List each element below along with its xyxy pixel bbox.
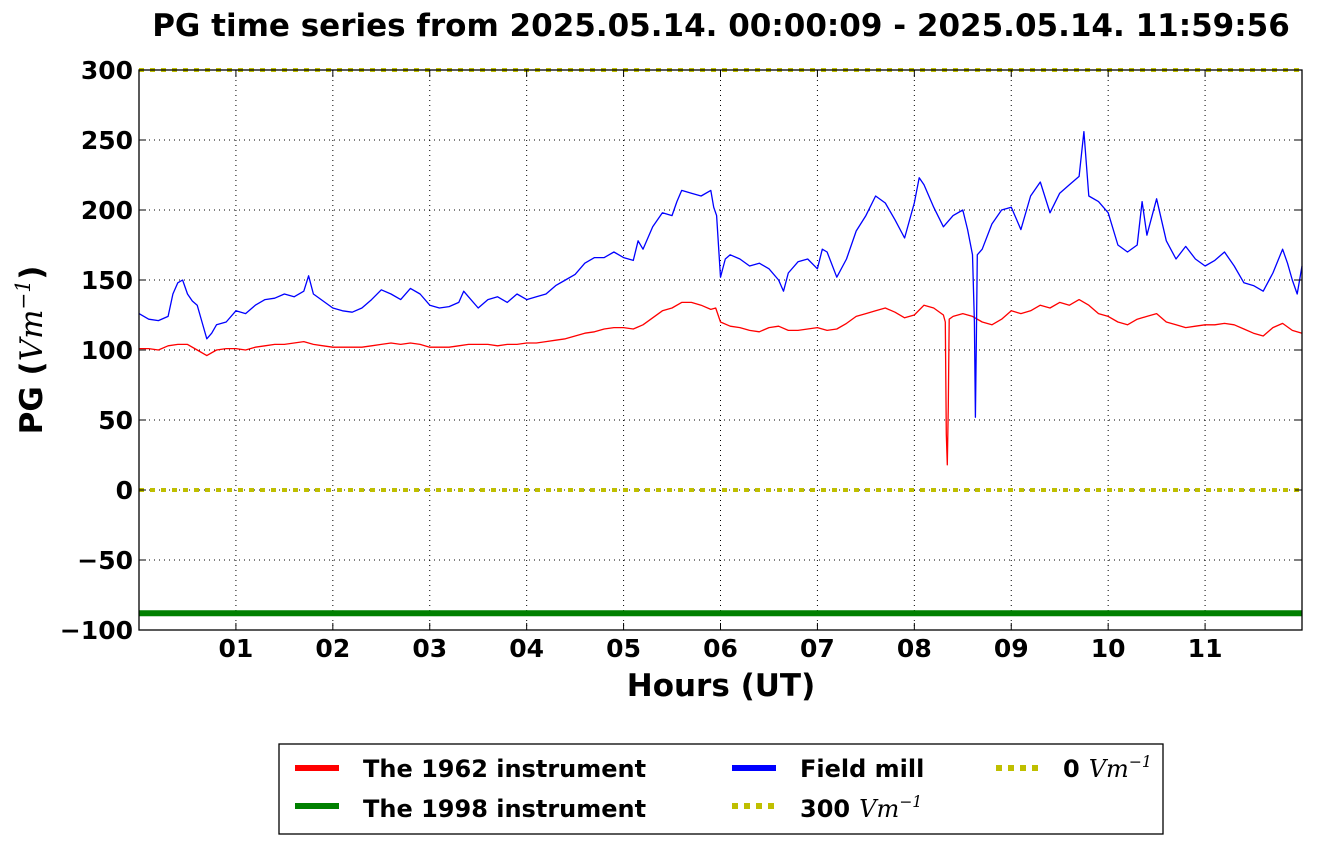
y-axis-label-math: Vm	[14, 309, 50, 361]
x-tick-label: 01	[219, 634, 254, 663]
y-tick-label: 300	[81, 56, 133, 85]
series-field-mill	[138, 130, 1303, 418]
series-layer	[138, 68, 1303, 617]
y-axis-ticks: 300 250 200 150 100 50 0 −50 −100	[60, 56, 1302, 645]
y-tick-label: 0	[116, 476, 133, 505]
y-axis-label-suffix: )	[14, 266, 50, 280]
legend: The 1962 instrument The 1998 instrument …	[278, 743, 1164, 835]
y-tick-label: 150	[81, 266, 133, 295]
series-1962-instrument	[139, 298, 1303, 466]
y-tick-label: 100	[81, 336, 133, 365]
y-axis-label-prefix: PG (	[14, 361, 50, 434]
grid-lines	[139, 70, 1302, 630]
x-tick-label: 11	[1188, 634, 1223, 663]
x-axis-ticks: 01 02 03 04 05 06 07 08 09 10 11	[219, 70, 1223, 663]
x-tick-label: 02	[315, 634, 350, 663]
x-tick-label: 09	[994, 634, 1029, 663]
y-tick-label: 200	[81, 196, 133, 225]
legend-label-0-math: Vm	[1089, 755, 1129, 783]
x-axis-label: Hours (UT)	[627, 668, 816, 704]
legend-label-1962: The 1962 instrument	[363, 755, 646, 783]
x-tick-label: 06	[703, 634, 738, 663]
legend-label-300-text: 300	[800, 795, 850, 823]
legend-label-1998: The 1998 instrument	[363, 795, 646, 823]
legend-label-300-math: Vm	[859, 795, 899, 823]
chart-title: PG time series from 2025.05.14. 00:00:09…	[152, 8, 1290, 44]
x-tick-label: 10	[1091, 634, 1126, 663]
legend-label-0-sup: −1	[1129, 753, 1152, 771]
y-axis-label: PG (Vm−1)	[11, 266, 50, 435]
x-tick-label: 05	[606, 634, 641, 663]
legend-label-0: 0 Vm−1	[1063, 753, 1152, 783]
x-tick-label: 03	[412, 634, 447, 663]
y-tick-label: −50	[77, 546, 133, 575]
y-axis-label-sup: −1	[11, 280, 35, 310]
x-tick-label: 07	[800, 634, 835, 663]
y-tick-label: 250	[81, 126, 133, 155]
legend-label-0-text: 0	[1063, 755, 1080, 783]
legend-label-300-sup: −1	[899, 793, 922, 811]
legend-label-300: 300 Vm−1	[800, 793, 922, 823]
x-tick-label: 08	[897, 634, 932, 663]
y-tick-label: 50	[98, 406, 133, 435]
legend-box	[278, 743, 1164, 835]
y-tick-label: −100	[60, 616, 133, 645]
x-tick-label: 04	[509, 634, 544, 663]
legend-label-field-mill: Field mill	[800, 755, 924, 783]
